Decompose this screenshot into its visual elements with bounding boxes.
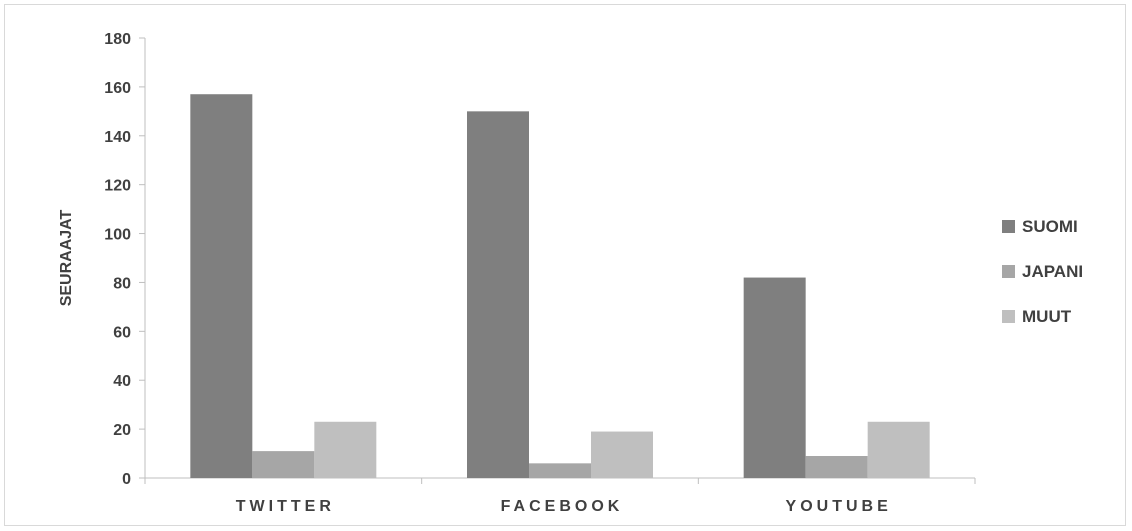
- legend-swatch: [1002, 220, 1015, 233]
- y-tick-label: 40: [113, 373, 131, 390]
- y-tick-label: 60: [113, 324, 131, 341]
- legend: SUOMI JAPANI MUUT: [1002, 217, 1083, 326]
- y-tick-label: 140: [104, 129, 131, 146]
- y-tick-label: 0: [122, 471, 131, 488]
- legend-label: MUUT: [1022, 307, 1072, 326]
- bars: [190, 94, 930, 478]
- bar-japani-facebook: [529, 463, 591, 478]
- bar-suomi-facebook: [467, 111, 529, 478]
- y-tick-label: 160: [104, 80, 131, 97]
- legend-swatch: [1002, 265, 1015, 278]
- x-category-label: FACEBOOK: [501, 498, 624, 515]
- bar-japani-youtube: [805, 456, 868, 478]
- legend-swatch: [1002, 310, 1015, 323]
- x-axis: TWITTER FACEBOOK YOUTUBE: [144, 477, 976, 515]
- y-axis-label: SEURAAJAT: [58, 209, 75, 306]
- bar-muut-twitter: [314, 421, 377, 478]
- y-tick-label: 80: [113, 275, 131, 292]
- x-category-label: TWITTER: [236, 498, 335, 515]
- x-category-label: YOUTUBE: [786, 498, 892, 515]
- legend-label: SUOMI: [1022, 217, 1078, 236]
- bar-muut-facebook: [591, 431, 653, 478]
- y-tick-label: 100: [104, 227, 131, 244]
- legend-label: JAPANI: [1022, 262, 1083, 281]
- bar-suomi-youtube: [743, 277, 806, 478]
- y-axis: 0 20 40 60 80 100 120 140 160 180: [104, 31, 146, 488]
- y-tick-label: 180: [104, 31, 131, 48]
- chart-frame: [4, 4, 1126, 526]
- bar-japani-twitter: [252, 451, 315, 478]
- bar-muut-youtube: [867, 421, 930, 478]
- bar-suomi-twitter: [190, 94, 253, 478]
- y-tick-label: 20: [113, 422, 131, 439]
- y-tick-label: 120: [104, 178, 131, 195]
